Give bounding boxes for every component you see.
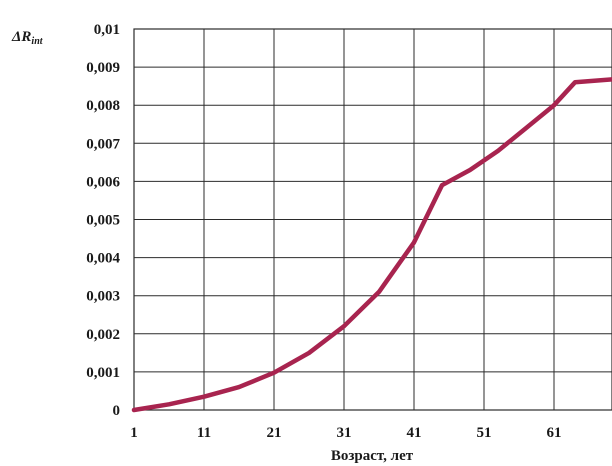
- y-tick-label: 0,001: [86, 365, 120, 381]
- y-axis-label: ΔRint: [11, 29, 44, 47]
- grid: [133, 28, 612, 411]
- y-tick-label: 0,01: [94, 22, 120, 38]
- y-tick-label: 0,007: [86, 136, 120, 152]
- y-tick-label: 0,004: [86, 251, 120, 267]
- y-tick-label: 0,005: [86, 213, 120, 229]
- x-tick-label: 11: [197, 425, 211, 441]
- x-tick-label: 1: [130, 425, 138, 441]
- series-line: [131, 77, 612, 413]
- series-layer: [131, 77, 612, 413]
- y-tick-label: 0,003: [86, 289, 120, 305]
- y-tick-label: 0,008: [86, 98, 120, 114]
- y-tick-label: 0,006: [86, 174, 120, 190]
- y-tick-label: 0,009: [86, 60, 120, 76]
- x-tick-label: 61: [547, 425, 562, 441]
- x-tick-label: 31: [337, 425, 352, 441]
- y-axis-ticks: 0 0,001 0,002 0,003 0,004 0,005 0,006 0,007 0,00…: [86, 22, 120, 419]
- y-tick-label: 0,002: [86, 327, 120, 343]
- x-tick-label: 51: [477, 425, 492, 441]
- x-tick-label: 41: [407, 425, 422, 441]
- y-tick-label: 0: [113, 403, 121, 419]
- x-tick-label: 21: [267, 425, 282, 441]
- x-axis-ticks: 1 11 21 31 41 51 61: [130, 425, 561, 441]
- plot-frame: [133, 28, 612, 411]
- x-axis-label: Возраст, лет: [331, 448, 414, 464]
